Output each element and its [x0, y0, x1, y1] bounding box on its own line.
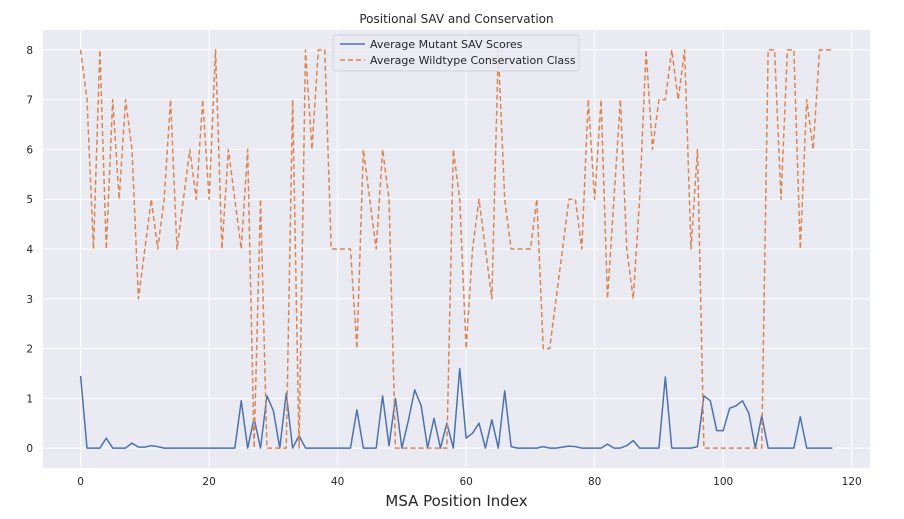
- x-tick-label: 120: [842, 476, 862, 488]
- x-tick-label: 100: [713, 476, 733, 488]
- series-line-wildtype-conservation: [79, 49, 833, 449]
- x-tick-label: 0: [77, 476, 84, 488]
- tick-labels: 0 20 40 60 80 100 120 0 1 2 3 4 5 6 7 8: [26, 45, 861, 488]
- y-tick-label: 0: [26, 443, 33, 455]
- legend-label-conservation: Average Wildtype Conservation Class: [370, 54, 576, 67]
- x-tick-label: 40: [331, 476, 344, 488]
- y-tick-label: 3: [26, 294, 33, 306]
- x-axis-label: MSA Position Index: [385, 492, 527, 510]
- series-layer: [79, 49, 833, 449]
- y-tick-label: 5: [26, 194, 33, 206]
- y-tick-label: 8: [26, 45, 33, 57]
- y-tick-label: 7: [26, 95, 33, 107]
- y-tick-label: 6: [26, 144, 33, 156]
- y-tick-label: 1: [26, 393, 33, 405]
- series-line-mutant-sav-scores: [79, 367, 833, 449]
- x-tick-label: 20: [202, 476, 215, 488]
- y-tick-label: 2: [26, 344, 33, 356]
- legend: Average Mutant SAV Scores Average Wildty…: [332, 34, 580, 72]
- y-tick-label: 4: [26, 244, 33, 256]
- chart-title: Positional SAV and Conservation: [359, 12, 553, 26]
- x-tick-label: 60: [459, 476, 472, 488]
- legend-label-sav: Average Mutant SAV Scores: [370, 38, 523, 51]
- legend-box: [332, 34, 580, 72]
- x-tick-label: 80: [588, 476, 601, 488]
